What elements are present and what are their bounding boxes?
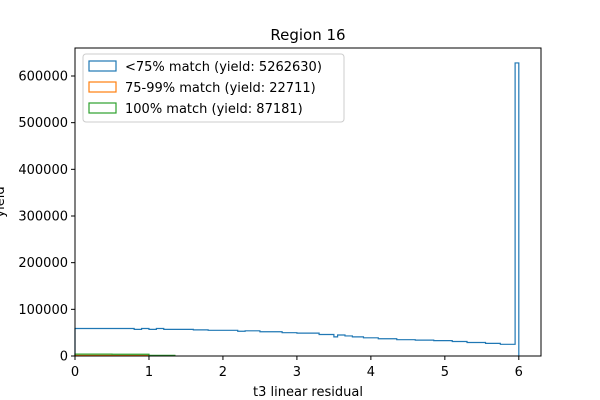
series-2	[74, 353, 176, 356]
y-tick-label: 500000	[18, 116, 68, 131]
x-tick-label: 2	[219, 365, 227, 380]
legend: <75% match (yield: 5262630) 75-99% match …	[82, 53, 345, 123]
x-tick-label: 4	[367, 365, 375, 380]
y-tick-label: 100000	[18, 303, 68, 318]
series-0-step-outline	[74, 62, 520, 356]
x-axis-title: t3 linear residual	[253, 385, 363, 400]
x-tick-label: 6	[515, 365, 523, 380]
plot-frame	[74, 47, 542, 357]
legend-swatch-1	[88, 81, 117, 93]
series-0	[74, 62, 520, 356]
y-tick-label: 200000	[18, 256, 68, 271]
y-tick-label: 400000	[18, 163, 68, 178]
legend-swatch-2	[88, 102, 117, 114]
y-axis-title: yield	[0, 186, 8, 217]
legend-swatch-0	[88, 60, 117, 72]
y-tick-label: 300000	[18, 210, 68, 225]
x-tick-label: 0	[71, 365, 79, 380]
x-tick-label: 1	[145, 365, 153, 380]
legend-label-0: <75% match (yield: 5262630)	[125, 60, 322, 75]
legend-label-1: 75-99% match (yield: 22711)	[125, 81, 316, 96]
y-tick-label: 600000	[18, 70, 68, 85]
y-tick-label: 0	[60, 350, 68, 365]
series-2-step-outline	[74, 353, 176, 356]
legend-label-2: 100% match (yield: 87181)	[125, 102, 303, 117]
chart-title: Region 16	[270, 26, 345, 44]
x-tick-label: 5	[441, 365, 449, 380]
legend-box	[82, 53, 345, 123]
ticks-layer: 0 1 2 3 4 5 6 0 100000 200000 300000 400000 500000 60…	[18, 70, 523, 381]
x-tick-label: 3	[293, 365, 301, 380]
